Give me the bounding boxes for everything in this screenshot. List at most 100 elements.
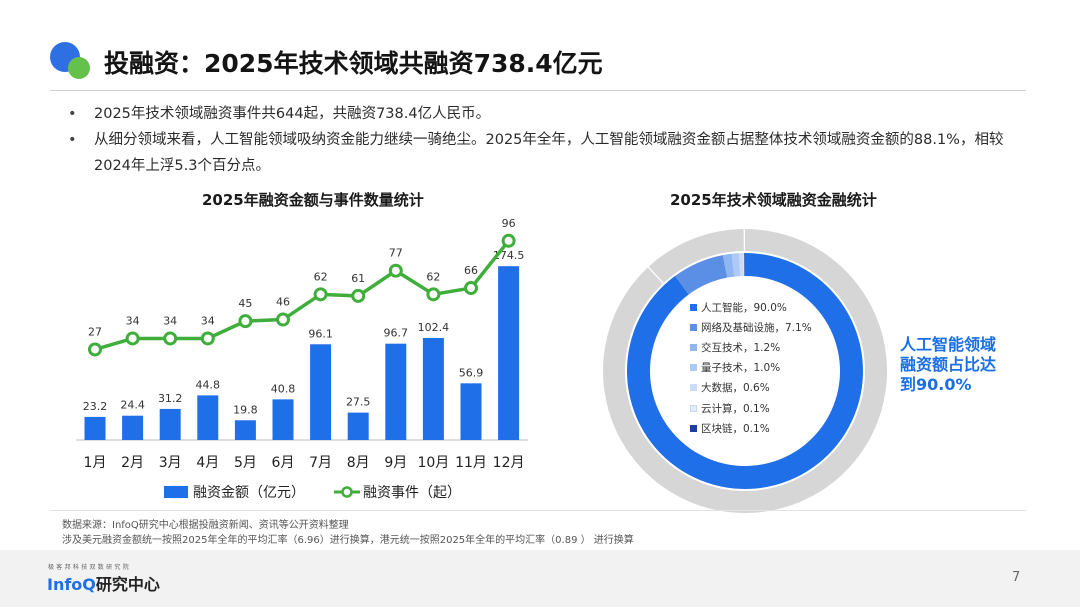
donut-segment bbox=[731, 253, 741, 277]
page-title: 投融资：2025年技术领域共融资738.4亿元 bbox=[104, 49, 603, 78]
x-tick-label: 3月 bbox=[159, 455, 182, 471]
bullet-item: 从细分领域来看，人工智能领域吸纳资金能力继续一骑绝尘。2025年全年，人工智能领… bbox=[66, 127, 1006, 179]
line-point bbox=[276, 312, 290, 327]
x-tick-label: 5月 bbox=[234, 455, 257, 471]
bar-value-label: 27.5 bbox=[346, 396, 371, 409]
x-tick-label: 11月 bbox=[455, 455, 487, 471]
donut-segment bbox=[743, 253, 745, 277]
line-point bbox=[238, 314, 253, 329]
line-point bbox=[313, 287, 328, 302]
legend-line-label: 融资事件（起） bbox=[363, 485, 461, 501]
bar bbox=[385, 343, 407, 440]
x-tick-label: 1月 bbox=[84, 455, 107, 471]
bar-value-label: 24.4 bbox=[120, 399, 145, 412]
x-tick-label: 10月 bbox=[417, 455, 449, 471]
legend-label: 大数据，0.6% bbox=[701, 382, 770, 395]
bar bbox=[197, 395, 219, 440]
legend-label: 云计算，0.1% bbox=[701, 402, 770, 415]
line-point bbox=[125, 331, 140, 346]
bar bbox=[159, 408, 181, 440]
donut-legend: 人工智能，90.0% 网络及基础设施，7.1% 交互技术，1.2% 量子技术，1.0%… bbox=[690, 297, 840, 438]
brand-name-research: 研究中心 bbox=[95, 575, 160, 594]
line-point bbox=[200, 331, 215, 346]
bar-value-label: 44.8 bbox=[196, 378, 221, 391]
section-logo-icon bbox=[50, 42, 94, 82]
legend-label: 交互技术，1.2% bbox=[701, 341, 781, 354]
bar-value-label: 96.1 bbox=[308, 327, 333, 340]
x-tick-label: 9月 bbox=[384, 455, 407, 471]
legend-label: 网络及基础设施，7.1% bbox=[701, 321, 812, 334]
donut-outer-ring bbox=[648, 229, 744, 283]
line-value-label: 45 bbox=[238, 297, 252, 310]
legend-swatch bbox=[690, 364, 697, 372]
footer-band bbox=[0, 550, 1080, 607]
bar-value-label: 23.2 bbox=[83, 400, 108, 413]
bar-value-label: 96.7 bbox=[384, 327, 409, 340]
bar-value-label: 40.8 bbox=[271, 382, 296, 395]
line-value-label: 62 bbox=[426, 270, 440, 283]
brand-tagline: 极客邦科技双数研究院 bbox=[48, 564, 132, 571]
bar bbox=[234, 420, 256, 440]
source-line: 数据来源：InfoQ研究中心根据投融资新闻、资讯等公开资料整理 bbox=[62, 520, 349, 531]
bar bbox=[272, 399, 294, 440]
line-value-label: 27 bbox=[88, 325, 102, 338]
donut-legend-item: 区块链，0.1% bbox=[690, 418, 840, 438]
donut-segment bbox=[722, 253, 735, 278]
x-tick-label: 2月 bbox=[121, 455, 144, 471]
line-point bbox=[426, 287, 441, 302]
line-value-label: 96 bbox=[502, 217, 516, 230]
bar-value-label: 19.8 bbox=[233, 403, 258, 416]
bar bbox=[310, 344, 332, 440]
donut-legend-item: 网络及基础设施，7.1% bbox=[690, 317, 840, 337]
line-value-label: 34 bbox=[163, 314, 177, 327]
line-point bbox=[388, 263, 403, 278]
bar bbox=[122, 415, 144, 440]
source-line: 涉及美元融资金额统一按照2025年全年的平均汇率（6.96）进行换算，港元统一按… bbox=[62, 535, 634, 546]
x-tick-label: 12月 bbox=[493, 455, 525, 471]
donut-segment bbox=[744, 253, 745, 277]
line-value-label: 62 bbox=[314, 270, 328, 283]
legend-swatch bbox=[690, 384, 697, 392]
bar bbox=[84, 416, 106, 440]
bar bbox=[460, 383, 482, 440]
line-point bbox=[501, 233, 516, 248]
data-source-note: 数据来源：InfoQ研究中心根据投融资新闻、资讯等公开资料整理 涉及美元融资金额… bbox=[62, 518, 634, 548]
donut-legend-item: 大数据，0.6% bbox=[690, 378, 840, 398]
legend-line-marker bbox=[341, 486, 353, 498]
legend-bar-label: 融资金额（亿元） bbox=[193, 485, 305, 501]
bar bbox=[498, 266, 520, 440]
legend-bar-swatch bbox=[164, 486, 188, 498]
line-point bbox=[88, 342, 102, 357]
donut-segment bbox=[675, 255, 728, 295]
bar-value-label: 102.4 bbox=[418, 321, 450, 334]
summary-bullets: 2025年技术领域融资事件共644起，共融资738.4亿人民币。 从细分领域来看… bbox=[66, 101, 1006, 179]
line-point bbox=[351, 288, 366, 303]
donut-legend-item: 云计算，0.1% bbox=[690, 398, 840, 418]
x-tick-label: 8月 bbox=[347, 455, 370, 471]
x-tick-label: 4月 bbox=[196, 455, 219, 471]
events-line bbox=[94, 239, 510, 352]
footer-divider bbox=[50, 510, 1026, 511]
x-tick-label: 7月 bbox=[309, 455, 332, 471]
brand-name-infoq: InfoQ bbox=[47, 575, 96, 594]
title-divider bbox=[50, 90, 1026, 91]
donut-segment bbox=[739, 253, 744, 277]
legend-swatch bbox=[690, 424, 697, 432]
legend-swatch bbox=[690, 343, 697, 351]
donut-legend-item: 量子技术，1.0% bbox=[690, 358, 840, 378]
legend-label: 量子技术，1.0% bbox=[701, 362, 781, 375]
bar-value-label: 31.2 bbox=[158, 392, 183, 405]
legend-swatch bbox=[690, 404, 697, 412]
ai-share-callout: 人工智能领域融资额占比达到90.0% bbox=[900, 335, 997, 394]
donut-chart-title: 2025年技术领域融资金融统计 bbox=[670, 191, 877, 209]
legend-label: 区块链，0.1% bbox=[701, 422, 770, 435]
line-value-label: 46 bbox=[276, 296, 290, 309]
bar bbox=[347, 412, 369, 440]
legend-label: 人工智能，90.0% bbox=[701, 301, 787, 314]
line-point bbox=[464, 281, 478, 296]
bar-value-label: 56.9 bbox=[459, 366, 484, 379]
line-value-label: 34 bbox=[126, 314, 140, 327]
brand-logo: InfoQ研究中心 bbox=[47, 571, 160, 595]
